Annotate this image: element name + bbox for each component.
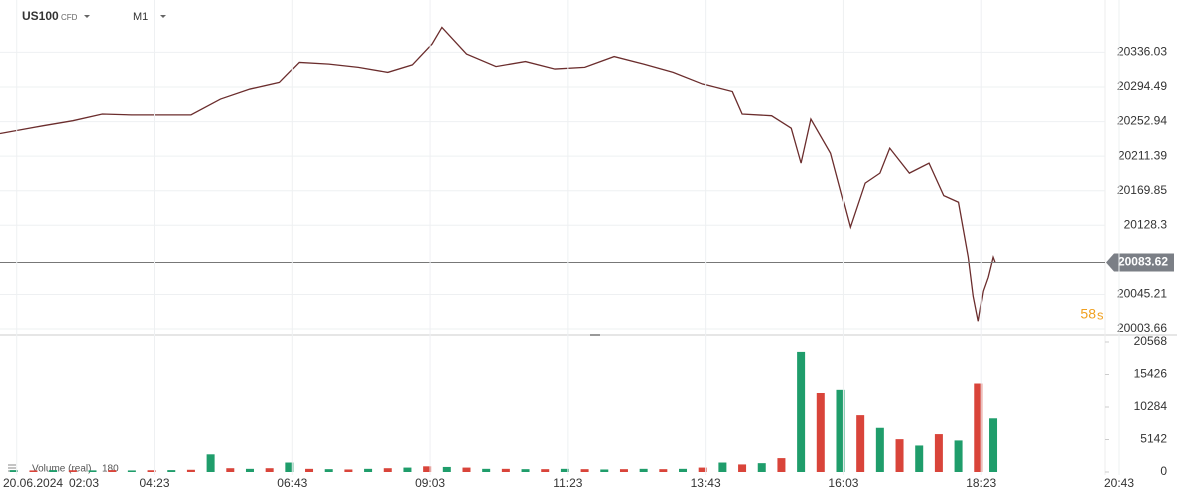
y-tick-label: 20294.49 — [1117, 79, 1167, 93]
volume-bar — [777, 458, 786, 472]
dropdown-arrow[interactable] — [84, 15, 90, 18]
volume-bar — [679, 468, 688, 472]
volume-bar — [974, 383, 983, 472]
volume-bar — [245, 468, 254, 472]
volume-bar — [989, 418, 998, 472]
timeframe[interactable]: M1 — [133, 11, 148, 23]
dropdown-arrow[interactable] — [160, 15, 166, 18]
x-tick-label: 20:43 — [1104, 476, 1134, 490]
y-tick-label: 20336.03 — [1117, 45, 1167, 59]
volume-bar — [68, 470, 77, 472]
volume-bar — [285, 462, 294, 472]
volume-bar — [816, 392, 825, 472]
x-date-label: 20.06.2024 — [3, 476, 63, 490]
volume-bar — [915, 445, 924, 472]
countdown: 58 — [1080, 306, 1096, 322]
x-tick-label: 02:03 — [69, 476, 99, 490]
volume-bar — [541, 469, 550, 472]
volume-bar — [403, 467, 412, 472]
volume-bar — [305, 468, 314, 472]
y-tick-label: 20252.94 — [1117, 114, 1167, 128]
volume-bar — [49, 470, 58, 472]
x-tick-label: 04:23 — [139, 476, 169, 490]
y-tick-label: 20003.66 — [1117, 321, 1167, 335]
volume-bar — [757, 463, 766, 472]
volume-bar — [147, 470, 156, 472]
volume-bar — [738, 464, 747, 472]
x-tick-label: 18:23 — [966, 476, 996, 490]
symbol[interactable]: US100 — [22, 9, 59, 23]
volume-bar — [600, 469, 609, 472]
volume-bar — [619, 469, 628, 472]
y-tick-label: 20568 — [1134, 334, 1168, 348]
volume-bar — [186, 469, 195, 472]
volume-bar — [639, 468, 648, 472]
volume-bar — [954, 440, 963, 472]
volume-bar — [836, 389, 845, 472]
symbol-type: CFD — [61, 13, 78, 22]
volume-bar — [482, 468, 491, 472]
volume-bar — [344, 469, 353, 472]
volume-bar — [718, 462, 727, 472]
volume-bar — [206, 454, 215, 472]
current-price-tag — [1106, 253, 1174, 272]
legend-icon — [8, 464, 16, 472]
y-tick-label: 20045.21 — [1117, 287, 1167, 301]
current-price-label: 20083.62 — [1118, 255, 1168, 269]
y-tick-label: 20128.3 — [1124, 217, 1168, 231]
volume-bar — [856, 415, 865, 472]
volume-bar — [875, 427, 884, 472]
volume-bar — [383, 468, 392, 472]
y-tick-label: 0 — [1160, 464, 1167, 478]
volume-bar — [521, 469, 530, 472]
x-tick-label: 06:43 — [277, 476, 307, 490]
volume-bar — [698, 467, 707, 472]
x-tick-label: 16:03 — [828, 476, 858, 490]
volume-bar — [934, 434, 943, 472]
legend-value: 180 — [102, 464, 119, 475]
volume-bar — [127, 470, 136, 472]
volume-bar — [29, 470, 38, 472]
y-tick-label: 10284 — [1134, 399, 1168, 413]
x-tick-label: 11:23 — [553, 476, 582, 490]
volume-bar — [442, 466, 451, 472]
x-tick-label: 13:43 — [691, 476, 721, 490]
volume-bar — [797, 351, 806, 472]
volume-bar — [580, 469, 589, 472]
price-line — [0, 26, 996, 322]
volume-bar — [324, 469, 333, 472]
volume-bar — [659, 469, 668, 472]
volume-bar — [226, 468, 235, 472]
volume-bar — [462, 467, 471, 472]
legend-name: Volume (real) — [32, 464, 91, 475]
volume-bar — [895, 439, 904, 472]
volume-bar — [364, 468, 373, 472]
volume-bar — [108, 470, 117, 472]
volume-bar — [560, 468, 569, 472]
volume-bar — [167, 470, 176, 472]
volume-bar — [423, 466, 432, 472]
volume-legend: Volume (real) 180 — [8, 464, 119, 475]
y-tick-label: 5142 — [1140, 432, 1167, 446]
countdown-unit: s — [1097, 307, 1104, 322]
y-tick-label: 15426 — [1134, 367, 1168, 381]
volume-bar — [265, 468, 274, 472]
y-tick-label: 20169.85 — [1117, 183, 1167, 197]
y-tick-label: 20211.39 — [1118, 148, 1167, 162]
volume-bar — [501, 468, 510, 472]
x-tick-label: 09:03 — [415, 476, 445, 490]
volume-bar — [88, 470, 97, 472]
volume-bar — [9, 470, 18, 472]
